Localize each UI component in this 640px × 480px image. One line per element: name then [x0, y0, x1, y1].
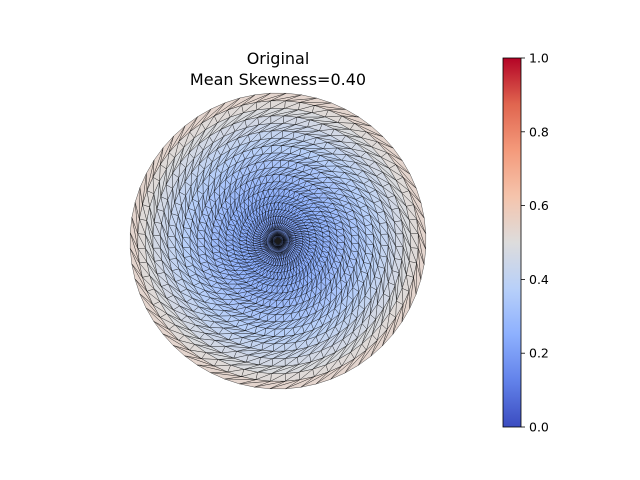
mesh-element	[153, 321, 179, 341]
mesh-element	[330, 358, 355, 380]
mesh-element	[409, 277, 417, 309]
mesh-element	[401, 291, 410, 323]
mesh-element	[162, 333, 190, 351]
mesh-element	[152, 147, 164, 178]
mesh-element	[178, 116, 198, 142]
mesh-element	[417, 233, 427, 265]
colorbar-tick-label: 1.0	[529, 51, 549, 66]
mesh-element	[129, 232, 140, 264]
mesh-element	[224, 378, 257, 385]
colorbar-ticks: 0.0 0.2 0.4 0.6 0.8 1.0	[521, 51, 549, 435]
mesh-element	[168, 125, 186, 153]
mesh-element	[146, 159, 155, 191]
mesh-element	[382, 317, 396, 347]
mesh-element	[413, 204, 427, 234]
mesh-element	[344, 349, 367, 374]
mesh-element	[416, 218, 427, 250]
mesh-element	[139, 293, 161, 318]
colorbar-frame	[502, 57, 522, 428]
mesh-element	[386, 152, 411, 175]
mesh-element	[131, 202, 139, 234]
mesh-element	[129, 217, 139, 249]
mesh-element	[189, 108, 212, 133]
mesh-element	[160, 135, 174, 165]
mesh-element	[415, 262, 422, 295]
colorbar: 0.0 0.2 0.4 0.6 0.8 1.0	[502, 51, 549, 435]
mesh-element	[285, 94, 317, 102]
chart-subtitle: Mean Skewness=0.40	[190, 70, 366, 89]
mesh-element	[184, 355, 215, 367]
mesh-element	[239, 380, 271, 388]
mesh-element	[227, 94, 256, 111]
mesh-element	[285, 376, 315, 390]
mesh-element	[254, 380, 286, 390]
mesh-element	[366, 131, 394, 149]
colorbar-tick-label: 0.4	[529, 272, 549, 287]
colorbar-tick-label: 0.8	[529, 124, 549, 139]
mesh-element	[299, 97, 332, 104]
mesh-element	[134, 278, 154, 305]
mesh-element	[241, 92, 271, 106]
mesh-element	[129, 248, 143, 278]
mesh-element	[358, 340, 378, 366]
mesh-element	[269, 379, 301, 390]
mesh-element	[145, 307, 170, 330]
mesh-element	[300, 371, 329, 388]
mesh-element	[417, 248, 425, 280]
mesh-element	[377, 141, 403, 161]
chart-title: Original	[247, 49, 310, 68]
mesh-element	[255, 92, 287, 103]
mesh-element	[408, 190, 425, 219]
mesh-element	[139, 173, 147, 205]
mesh-element	[201, 102, 226, 124]
mesh-element	[214, 97, 241, 117]
mesh-element	[402, 177, 422, 204]
colorbar-tick-label: 0.0	[529, 420, 549, 435]
mesh-element	[370, 329, 388, 357]
mesh-element	[134, 187, 141, 220]
mesh-element	[314, 102, 346, 110]
mesh-element	[328, 109, 360, 118]
mesh-element	[392, 304, 404, 335]
mesh-element	[341, 115, 372, 127]
mesh-element	[196, 364, 228, 373]
colorbar-gradient	[503, 58, 521, 427]
mesh-element	[172, 345, 202, 359]
mesh-element	[210, 372, 242, 380]
mesh-element	[270, 92, 302, 102]
colorbar-tick-label: 0.2	[529, 346, 549, 361]
colorbar-tick-label: 0.6	[529, 198, 549, 213]
disk-mesh	[129, 92, 427, 390]
mesh-center-node	[274, 237, 282, 245]
mesh-element	[131, 263, 148, 292]
mesh-element	[354, 123, 384, 137]
mesh-element	[395, 164, 417, 189]
